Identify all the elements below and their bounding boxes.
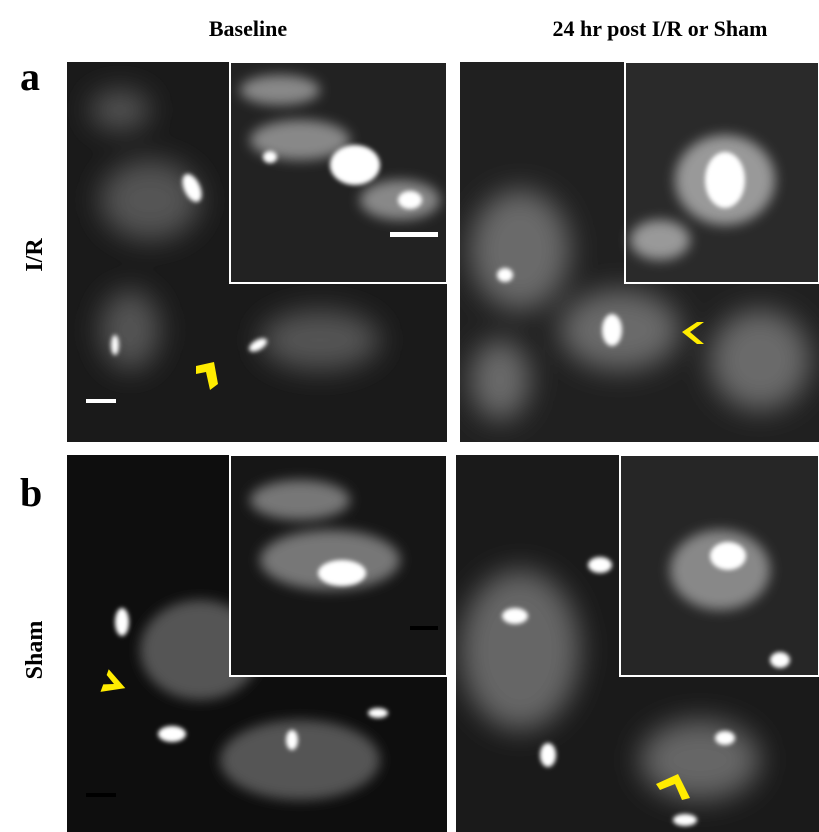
column-header: Baseline — [209, 16, 287, 41]
micrograph — [456, 455, 819, 832]
micrograph — [67, 62, 447, 442]
row-label: Sham — [22, 621, 48, 680]
micrograph — [67, 455, 447, 832]
micrograph — [460, 62, 819, 442]
panel-letter: a — [20, 54, 40, 99]
row-label: I/R — [22, 238, 48, 272]
figure: Baseline 24 hr post I/R or Sham a b I/R … — [0, 0, 819, 832]
column-header: 24 hr post I/R or Sham — [553, 16, 768, 41]
panel-letter: b — [20, 470, 42, 515]
